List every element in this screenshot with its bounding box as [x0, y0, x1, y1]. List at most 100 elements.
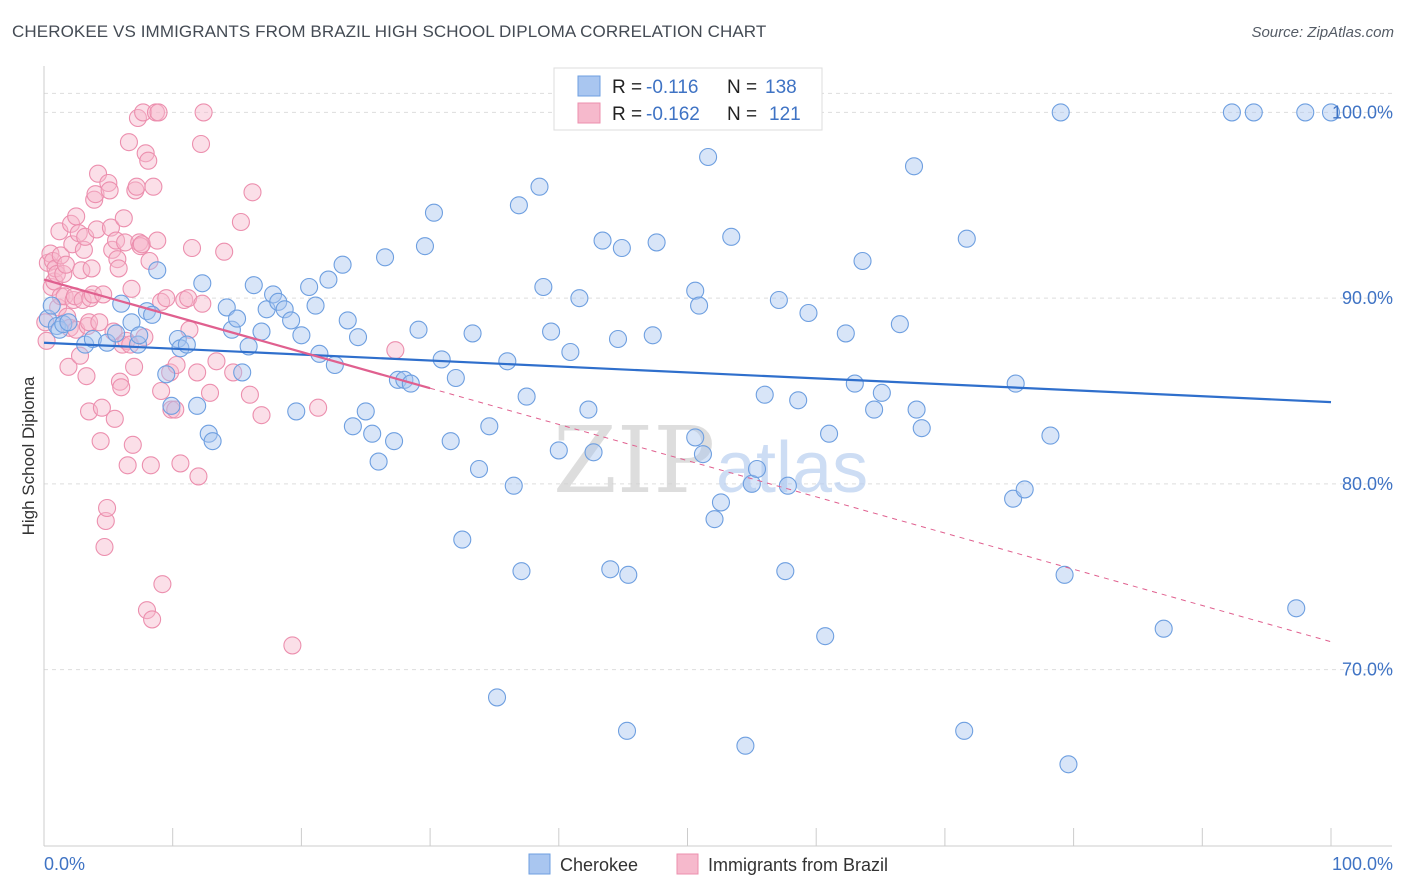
brazil-point-47 [96, 511, 115, 531]
brazil-point-105 [194, 103, 213, 122]
cherokee-point-104 [769, 290, 788, 310]
cherokee-point-113 [853, 251, 872, 271]
cherokee-point-124 [1015, 480, 1034, 499]
brazil-point-101 [188, 363, 207, 382]
cherokee-point-117 [904, 157, 924, 176]
cherokee-point-72 [517, 387, 536, 406]
brazil-point-17 [59, 357, 78, 376]
cherokee-point-134 [1321, 103, 1341, 122]
stats-legend-blue-r-label: R = [612, 77, 642, 98]
cherokee-point-129 [1154, 619, 1173, 638]
brazil-point-46 [95, 537, 114, 557]
brazil-point-31 [77, 367, 96, 386]
brazil-point-104 [193, 294, 212, 313]
cherokee-point-40 [300, 277, 319, 297]
cherokee-point-36 [275, 300, 294, 319]
cherokee-point-35 [269, 292, 288, 311]
brazil-point-67 [122, 279, 141, 298]
cherokee-point-71 [512, 562, 531, 581]
brazil-point-14 [55, 287, 74, 306]
cherokee-point-1 [42, 296, 61, 315]
cherokee-point-79 [579, 400, 598, 419]
cherokee-point-125 [1041, 426, 1060, 445]
y-tick-label-2: 80.0% [1342, 474, 1393, 494]
legend-brazil-swatch[interactable] [676, 853, 699, 875]
bottom-legend: Cherokee Immigrants from Brazil [528, 853, 888, 875]
cherokee-point-110 [820, 424, 839, 443]
cherokee-point-61 [441, 432, 460, 451]
brazil-point-106 [200, 383, 220, 402]
brazil-point-72 [128, 108, 148, 128]
brazil-point-87 [149, 103, 168, 122]
y-axis-title: High School Diploma [19, 376, 38, 535]
series-immigrants-from-brazil [36, 103, 405, 655]
brazil-point-79 [137, 601, 157, 620]
brazil-point-83 [143, 610, 162, 629]
cherokee-point-48 [348, 328, 368, 347]
brazil-point-71 [127, 177, 146, 196]
brazil-point-111 [240, 385, 259, 404]
brazil-point-41 [89, 164, 108, 183]
cherokee-point-80 [584, 443, 603, 462]
cherokee-point-128 [1059, 755, 1078, 774]
cherokee-point-5 [59, 313, 78, 332]
stats-legend-blue-n-label: N = [727, 77, 757, 98]
cherokee-point-105 [776, 562, 795, 581]
brazil-point-39 [86, 185, 105, 204]
cherokee-point-81 [593, 231, 612, 250]
legend-cherokee-swatch[interactable] [528, 853, 551, 875]
stats-legend-blue-n: 138 [765, 77, 797, 98]
cherokee-point-100 [736, 736, 755, 755]
brazil-point-86 [148, 231, 167, 250]
brazil-point-59 [112, 378, 131, 397]
cherokee-point-28 [228, 309, 247, 328]
stats-legend-pink-r-label: R = [612, 104, 642, 125]
brazil-point-78 [136, 144, 155, 163]
cherokee-point-45 [333, 255, 352, 274]
cherokee-point-31 [244, 276, 263, 295]
brazil-point-57 [109, 259, 128, 278]
brazil-point-91 [157, 289, 176, 308]
cherokee-point-63 [453, 530, 472, 549]
stats-legend-pink-n-label: N = [727, 104, 757, 125]
brazil-point-110 [231, 212, 250, 232]
cherokee-point-13 [130, 326, 149, 345]
stats-legend-pink-n: 121 [769, 104, 801, 125]
legend-brazil-label[interactable]: Immigrants from Brazil [708, 855, 888, 875]
cherokee-point-111 [836, 324, 855, 343]
cherokee-point-60 [432, 350, 451, 369]
watermark: ZIP atlas [553, 407, 868, 514]
brazil-point-98 [179, 289, 198, 308]
legend-cherokee-label[interactable]: Cherokee [560, 855, 638, 875]
cherokee-point-118 [907, 400, 926, 419]
cherokee-point-92 [686, 281, 705, 300]
cherokee-point-126 [1051, 103, 1070, 122]
brazil-point-88 [152, 381, 171, 401]
cherokee-point-131 [1244, 103, 1263, 122]
cherokee-point-16 [148, 261, 167, 280]
cherokee-point-83 [608, 329, 628, 349]
cherokee-point-119 [912, 419, 931, 438]
cherokee-point-97 [705, 510, 724, 529]
brazil-point-38 [85, 190, 104, 209]
cherokee-point-130 [1222, 103, 1241, 122]
brazil-point-68 [123, 435, 142, 454]
cherokee-point-112 [845, 374, 864, 393]
cherokee-point-67 [487, 688, 507, 707]
cherokee-point-9 [107, 324, 126, 343]
brazil-point-102 [189, 467, 208, 486]
cherokee-point-82 [601, 560, 620, 579]
x-ticks [43, 828, 1332, 846]
cherokee-point-123 [1006, 374, 1025, 393]
x-tick-label-1: 100.0% [1332, 854, 1393, 874]
cherokee-point-68 [498, 352, 517, 371]
cherokee-point-127 [1055, 565, 1074, 584]
brazil-point-48 [98, 498, 117, 518]
y-tick-label-1: 90.0% [1342, 288, 1393, 308]
cherokee-point-18 [162, 396, 181, 415]
cherokee-point-38 [287, 402, 306, 421]
cherokee-point-93 [686, 428, 705, 447]
brazil-point-24 [67, 207, 86, 226]
brazil-point-75 [132, 235, 151, 254]
x-tick-label-0: 0.0% [44, 854, 85, 874]
